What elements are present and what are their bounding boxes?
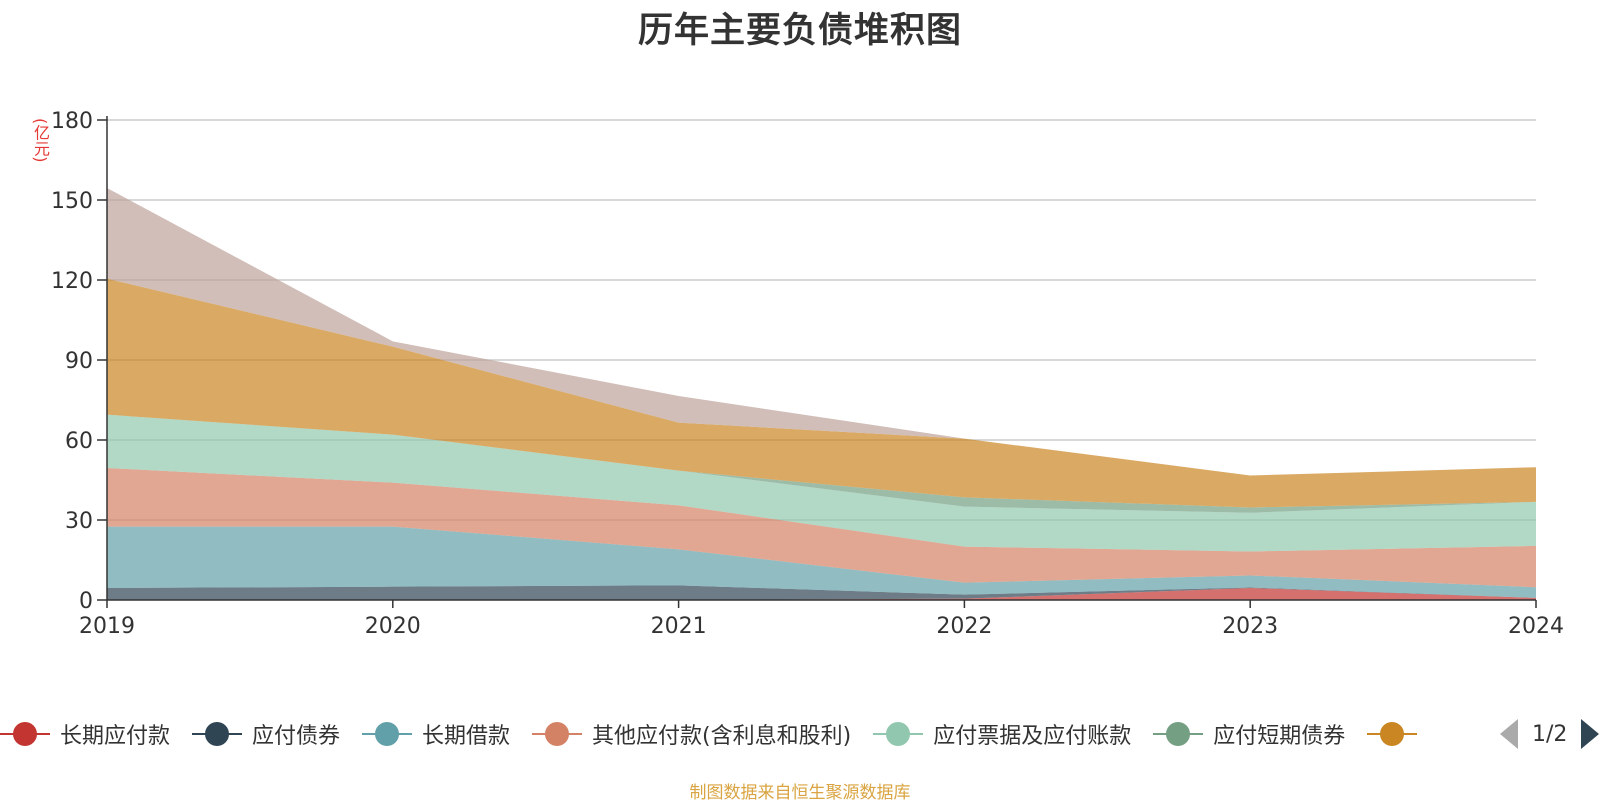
series-area-1 [107, 588, 1536, 600]
legend-marker-3 [362, 719, 413, 749]
legend-label-6: 应付短期债券 [1213, 724, 1346, 749]
y-tick-label: 30 [65, 509, 93, 534]
legend-item-6[interactable]: 应付短期债券 [1153, 718, 1345, 750]
legend: 长期应付款 应付债券 长期借款 其他应付款(含利息和股利) 应付票据及应付账款 … [0, 716, 1600, 752]
legend-prev-page-icon[interactable] [1500, 719, 1518, 749]
y-axis-unit-label: (亿元) [31, 118, 50, 163]
x-tick-label: 2021 [651, 614, 707, 639]
legend-next-page-icon[interactable] [1581, 719, 1600, 749]
x-tick-label: 2022 [936, 614, 992, 639]
legend-marker-2 [192, 719, 243, 749]
series-area-5 [107, 414, 1536, 552]
legend-label-2: 应付债券 [252, 724, 341, 749]
x-tick-label: 2020 [365, 614, 421, 639]
stacked-area-chart: 0 30 60 90 120 150 180 2019 2020 2021 2022 2023 2024 [51, 109, 1564, 639]
y-tick-label: 0 [79, 589, 93, 614]
series-area-7 [107, 278, 1536, 508]
y-tick-label: 180 [51, 109, 93, 134]
legend-item-7[interactable] [1367, 719, 1427, 749]
legend-marker-7 [1367, 719, 1418, 749]
legend-pager: 1/2 [1500, 716, 1600, 752]
y-tick-label: 150 [51, 189, 93, 214]
legend-label-5: 应付票据及应付账款 [933, 724, 1132, 749]
data-source-note: 制图数据来自恒生聚源数据库 [689, 783, 911, 803]
legend-marker-6 [1153, 719, 1204, 749]
legend-label-3: 长期借款 [422, 724, 511, 749]
legend-page-indicator: 1/2 [1532, 721, 1568, 747]
x-tick-label: 2023 [1222, 614, 1278, 639]
y-tick-label: 120 [51, 269, 93, 294]
legend-marker-1 [0, 719, 50, 749]
x-tick-label: 2024 [1508, 614, 1564, 639]
series-area-2 [107, 585, 1536, 600]
x-tick-label: 2019 [79, 614, 135, 639]
legend-marker-4 [532, 719, 583, 749]
legend-item-3[interactable]: 长期借款 [362, 718, 510, 750]
legend-marker-5 [873, 719, 924, 749]
series-area-3 [107, 526, 1536, 598]
legend-item-2[interactable]: 应付债券 [192, 718, 340, 750]
y-tick-label: 60 [65, 429, 93, 454]
legend-item-5[interactable]: 应付票据及应付账款 [873, 718, 1131, 750]
series-areas [107, 188, 1536, 600]
legend-label-4: 其他应付款(含利息和股利) [592, 724, 852, 749]
y-tick-label: 90 [65, 349, 93, 374]
legend-item-1[interactable]: 长期应付款 [0, 718, 170, 750]
legend-label-1: 长期应付款 [60, 724, 171, 749]
axes: 0 30 60 90 120 150 180 2019 2020 2021 2022 2023 2024 [51, 109, 1564, 639]
legend-item-4[interactable]: 其他应付款(含利息和股利) [532, 718, 851, 750]
chart-title: 历年主要负债堆积图 [637, 11, 962, 51]
series-area-4 [107, 468, 1536, 588]
series-area-8 [107, 188, 1536, 476]
